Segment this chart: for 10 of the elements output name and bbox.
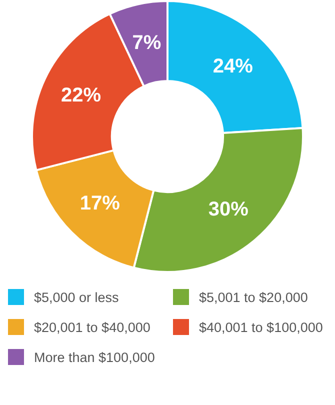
data-label: 17% [80, 192, 120, 215]
legend-label: $5,000 or less [34, 290, 119, 304]
legend-label: $5,001 to $20,000 [199, 290, 308, 304]
data-label: 30% [208, 198, 249, 221]
data-label: 24% [212, 55, 254, 78]
legend-label: $40,001 to $100,000 [199, 320, 323, 334]
legend-label: $20,001 to $40,000 [34, 320, 150, 334]
legend-label: More than $100,000 [34, 350, 155, 364]
data-label: 22% [61, 84, 102, 106]
data-label: 7% [132, 32, 162, 54]
